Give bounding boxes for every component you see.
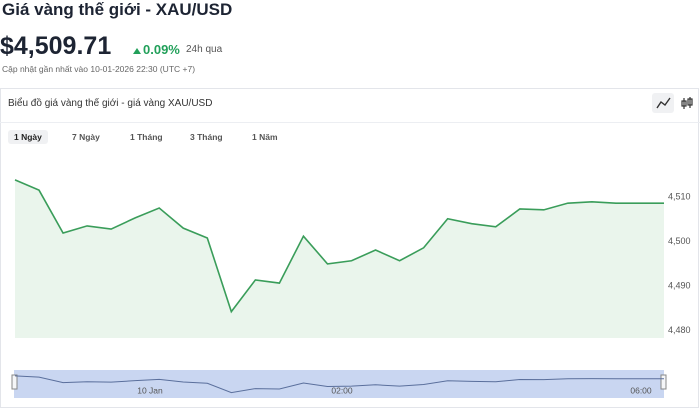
- y-tick-label: 4,480: [668, 325, 691, 335]
- price-change: 0.09%: [143, 42, 180, 57]
- line: [14, 179, 664, 314]
- page-title: Giá vàng thế giới - XAU/USD: [2, 0, 233, 19]
- line-icon: [656, 97, 671, 109]
- candle-icon[interactable]: [681, 97, 693, 109]
- navigator-line: [14, 375, 664, 394]
- navigator-label: 06:00: [630, 385, 652, 395]
- separator: [0, 122, 700, 123]
- navigator-range[interactable]: [14, 370, 664, 398]
- area: [15, 179, 664, 338]
- y-tick-label: 4,490: [668, 281, 691, 291]
- y-tick-label: 4,510: [668, 191, 691, 201]
- y-tick-label: 4,500: [668, 236, 691, 246]
- updated-time: Cập nhật gần nhất vào 10-01-2026 22:30 (…: [2, 64, 196, 74]
- tab[interactable]: 7 Ngày: [72, 132, 100, 142]
- up-arrow: [133, 48, 141, 54]
- navigator-label: 02:00: [331, 385, 353, 395]
- navigator-handle[interactable]: [660, 374, 667, 390]
- tab[interactable]: 1 Ngày: [8, 130, 48, 144]
- change-period: 24h qua: [186, 44, 223, 55]
- price: $4,509.71: [0, 32, 112, 60]
- navigator-label: 10 Jan: [137, 385, 163, 395]
- tab[interactable]: 1 Tháng: [130, 132, 163, 142]
- tab[interactable]: 1 Năm: [252, 132, 278, 142]
- tab[interactable]: 3 Tháng: [190, 132, 223, 142]
- navigator-handle[interactable]: [11, 374, 18, 390]
- panel-title: Biểu đồ giá vàng thế giới - giá vàng XAU…: [8, 98, 213, 109]
